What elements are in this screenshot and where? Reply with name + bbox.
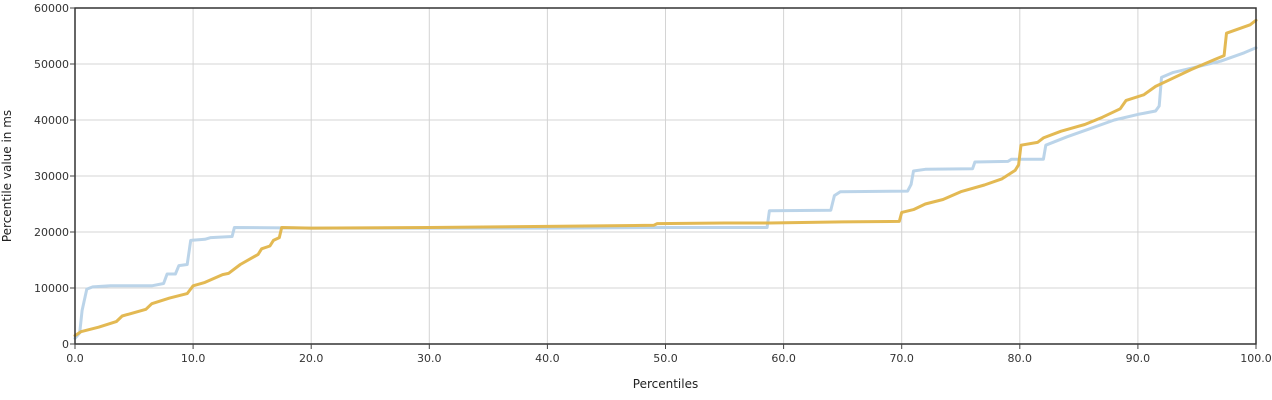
- series-lines: [73, 18, 1258, 340]
- y-tick-label: 60000: [34, 2, 69, 15]
- x-tick-label: 80.0: [1008, 352, 1033, 365]
- x-tick-label: 30.0: [417, 352, 442, 365]
- series-line-1: [73, 46, 1258, 340]
- y-tick-label: 0: [62, 338, 69, 351]
- series-line-2: [73, 18, 1258, 338]
- x-tick-label: 20.0: [299, 352, 324, 365]
- gridlines: [74, 7, 1257, 345]
- x-axis-title: Percentiles: [633, 377, 698, 391]
- x-tick-label: 40.0: [535, 352, 560, 365]
- y-tick-label: 30000: [34, 170, 69, 183]
- y-tick-label: 40000: [34, 114, 69, 127]
- y-tick-label: 10000: [34, 282, 69, 295]
- x-tick-label: 10.0: [181, 352, 206, 365]
- x-tick-label: 60.0: [771, 352, 796, 365]
- axis-ticks: 0.0 10.0 20.0 30.0 40.0 50.0 60.0 70.0 80.0 90.0 1…: [34, 2, 1272, 365]
- y-tick-label: 50000: [34, 58, 69, 71]
- x-tick-label: 90.0: [1126, 352, 1151, 365]
- x-tick-label: 100.0: [1240, 352, 1272, 365]
- y-axis-title: Percentile value in ms: [0, 110, 14, 242]
- x-tick-label: 70.0: [889, 352, 914, 365]
- x-tick-label: 50.0: [653, 352, 678, 365]
- y-tick-label: 20000: [34, 226, 69, 239]
- x-tick-label: 0.0: [66, 352, 84, 365]
